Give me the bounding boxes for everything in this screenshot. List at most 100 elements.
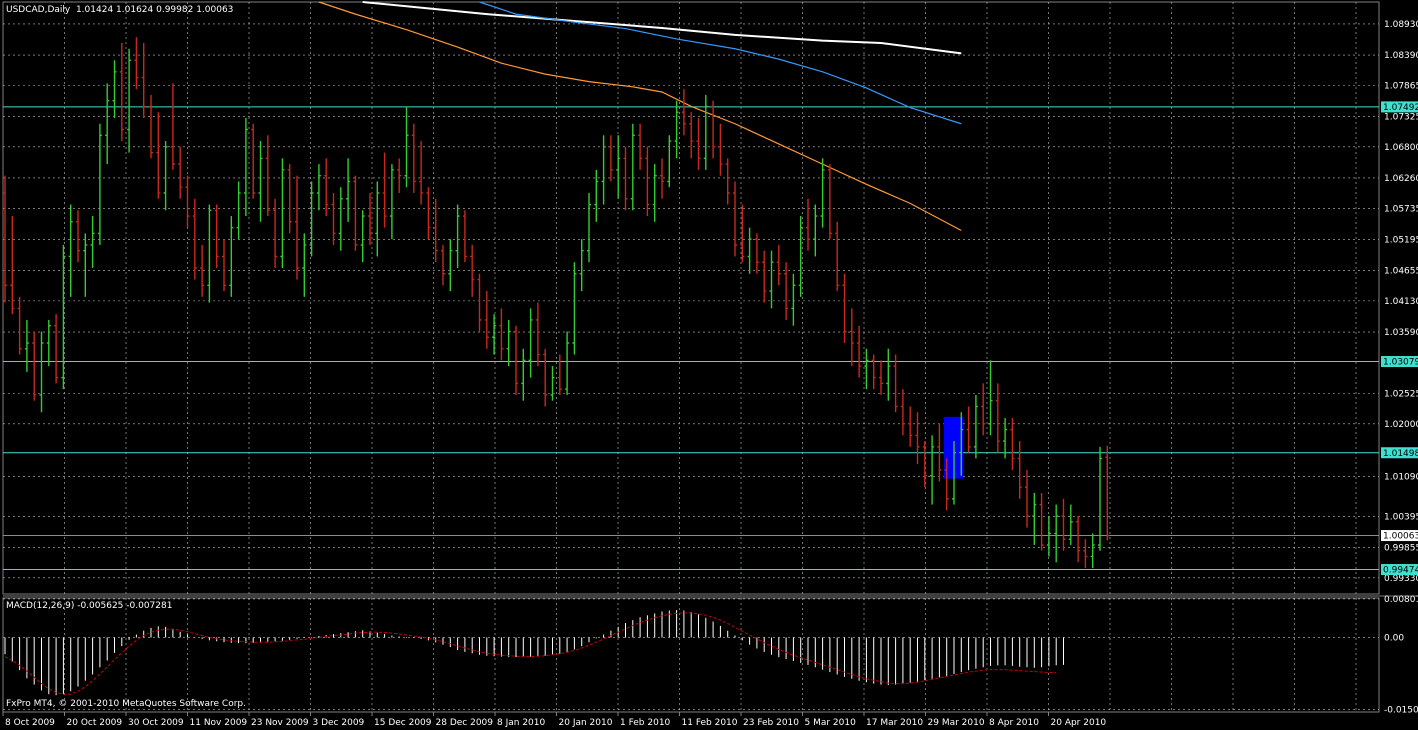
ohlc-bar — [667, 135, 672, 188]
ohlc-bar — [338, 187, 343, 251]
ohlc-bar — [528, 308, 533, 378]
ohlc-bar — [835, 221, 840, 292]
ohlc-bar — [68, 204, 73, 297]
ohlc-bar — [565, 331, 570, 395]
ohlc-bar — [995, 383, 1000, 453]
x-axis-label: 28 Dec 2009 — [436, 718, 494, 728]
ohlc-bar — [324, 158, 329, 217]
x-axis-label: 8 Jan 2010 — [497, 718, 545, 728]
price-tick-label: 1.06260 — [1384, 174, 1418, 184]
ohlc-bar — [674, 100, 679, 159]
level-tag-label: 1.07492 — [1383, 103, 1418, 113]
ohlc-bar — [630, 123, 635, 211]
ohlc-bar — [849, 308, 854, 367]
ohlc-bar — [587, 192, 591, 263]
ohlc-bar — [236, 181, 241, 240]
ohlc-bar — [243, 117, 248, 217]
ohlc-bar — [185, 175, 190, 228]
ohlc-bar — [1083, 539, 1088, 569]
ohlc-bar — [170, 83, 175, 170]
ohlc-bar — [97, 123, 102, 245]
ohlc-bar — [718, 123, 723, 176]
ohlc-bar — [295, 175, 299, 280]
ohlc-bar — [331, 192, 336, 245]
ohlc-bar — [966, 406, 971, 453]
ohlc-bar — [455, 204, 460, 268]
ohlc-bar — [776, 244, 781, 286]
x-axis-label: 11 Feb 2010 — [682, 718, 738, 728]
ohlc-bar — [1017, 441, 1022, 499]
ohlc-bar — [711, 100, 716, 159]
ohlc-bar — [1061, 498, 1066, 551]
ohlc-bar — [754, 233, 759, 274]
ohlc-bar — [134, 37, 139, 90]
x-axis-label: 20 Jan 2010 — [559, 718, 613, 728]
ohlc-bar — [842, 273, 847, 344]
ohlc-bar — [572, 262, 577, 355]
ohlc-bar — [119, 42, 124, 142]
ohlc-bar — [32, 331, 37, 401]
ohlc-bar — [265, 135, 270, 217]
price-tick-label: 1.04655 — [1384, 267, 1418, 277]
ohlc-bar — [105, 83, 110, 165]
ohlc-bar — [207, 204, 212, 303]
x-axis-label: 23 Nov 2009 — [251, 718, 309, 728]
price-tick-label: 1.07325 — [1384, 113, 1418, 123]
ohlc-bar — [251, 123, 256, 199]
ohlc-bar — [39, 331, 44, 413]
ohlc-bar — [601, 135, 606, 205]
x-axis-label: 20 Oct 2009 — [67, 718, 123, 728]
ohlc-bar — [900, 389, 905, 436]
level-tag-label: 1.01498 — [1383, 449, 1418, 459]
ohlc-bar — [1032, 493, 1037, 545]
ohlc-bar — [192, 198, 197, 280]
ohlc-bar — [214, 204, 219, 268]
ohlc-bar — [973, 394, 978, 459]
ohlc-bar — [740, 204, 745, 263]
ohlc-bar — [791, 273, 796, 326]
x-axis-label: 17 Mar 2010 — [866, 718, 923, 728]
ohlc-bar — [1054, 504, 1059, 563]
price-tick-label: 1.08390 — [1384, 51, 1418, 61]
ohlc-bar — [864, 348, 869, 390]
ohlc-bar — [389, 164, 394, 240]
ohlc-bar — [222, 239, 226, 292]
ohlc-bar — [959, 412, 964, 476]
ohlc-bar — [397, 158, 402, 193]
ohlc-bar — [579, 239, 584, 292]
ohlc-bar — [492, 314, 497, 355]
price-tick-label: 1.01090 — [1384, 472, 1418, 482]
ohlc-bar — [557, 354, 562, 395]
x-axis-label: 8 Oct 2009 — [5, 718, 55, 728]
ohlc-bar — [309, 181, 314, 257]
ohlc-bar — [937, 423, 942, 482]
ohlc-bar — [1039, 493, 1044, 551]
ohlc-bar — [346, 158, 351, 222]
ohlc-bar — [76, 210, 80, 263]
ohlc-bar — [141, 42, 146, 118]
ohlc-bar — [747, 227, 752, 274]
ohlc-bar — [1025, 469, 1029, 528]
ohlc-bar — [156, 112, 161, 199]
moving-average-line — [479, 1, 962, 125]
macd-signal-line — [4, 612, 1057, 695]
ohlc-bar — [433, 198, 438, 263]
ohlc-bar — [857, 325, 862, 378]
price-tick-label: 0.99330 — [1384, 574, 1418, 584]
ohlc-bar — [798, 216, 803, 297]
price-tick-label: 0.99855 — [1384, 544, 1418, 554]
ohlc-bar — [806, 198, 810, 251]
ohlc-bar — [1010, 418, 1015, 470]
ohlc-bar — [638, 123, 643, 170]
watermark: FxPro MT4, © 2001-2010 MetaQuotes Softwa… — [6, 699, 246, 709]
current-price-label: 1.00063 — [1383, 532, 1418, 542]
ohlc-bar — [608, 135, 613, 182]
x-axis-label: 15 Dec 2009 — [374, 718, 432, 728]
ohlc-bar — [689, 112, 694, 159]
ohlc-bar — [521, 348, 526, 401]
level-tag — [1381, 101, 1418, 113]
ohlc-bar — [703, 94, 708, 170]
ohlc-bar — [287, 164, 292, 234]
price-tick-label: 1.05195 — [1384, 235, 1418, 245]
